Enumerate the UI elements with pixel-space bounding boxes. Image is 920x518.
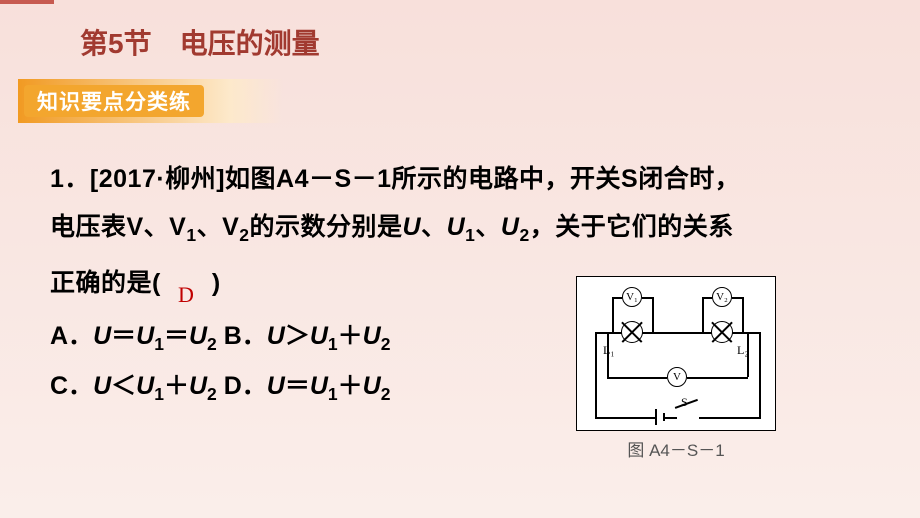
optC-U1: U <box>136 372 154 400</box>
optD-U1: U <box>310 372 328 400</box>
optC-pre: C． <box>50 372 93 400</box>
optB-U: U <box>267 322 285 350</box>
optC-plus: ＋ <box>164 372 189 400</box>
sub-2b: 2 <box>519 225 529 245</box>
lamp-L1 <box>621 321 643 343</box>
optA-pre: A． <box>50 322 93 350</box>
q3-text: 正确的是( ) <box>50 269 221 297</box>
q2-b: 、V <box>197 213 240 241</box>
q1-rest: 柳州]如图A4－S－1所示的电路中，开关S闭合时， <box>165 165 740 193</box>
question-line-2: 电压表V、V1、V2的示数分别是U、U1、U2，关于它们的关系 <box>50 203 870 259</box>
slide: 第5节 电压的测量 知识要点分类练 1．[2017·柳州]如图A4－S－1所示的… <box>0 0 920 518</box>
optB-plus: ＋ <box>338 322 363 350</box>
label-S: S <box>681 395 688 410</box>
meter-V1: V₁ <box>622 287 642 307</box>
option-c-d: C．U＜U1＋U2 D．U＝U1＋U2 <box>50 366 550 405</box>
optD-U2: U <box>363 372 381 400</box>
banner-label: 知识要点分类练 <box>24 85 204 117</box>
optC-s2: 2 <box>207 384 217 404</box>
optA-s2: 2 <box>207 334 217 354</box>
label-L1: L₁ <box>603 343 615 358</box>
optA-U2: U <box>189 322 207 350</box>
meter-V2: V₂ <box>712 287 732 307</box>
optA-eq2: ＝ <box>164 322 189 350</box>
q2-u: U <box>403 213 422 241</box>
section-heading: 第5节 电压的测量 <box>80 22 320 62</box>
q2-e: 、 <box>475 213 501 241</box>
optD-pre: D． <box>217 372 267 400</box>
optD-plus: ＋ <box>338 372 363 400</box>
optB-U1: U <box>310 322 328 350</box>
optA-U1: U <box>136 322 154 350</box>
optD-s2: 2 <box>381 384 391 404</box>
q1-year: 2017· <box>99 165 165 193</box>
optD-s1: 1 <box>328 384 338 404</box>
optD-eq: ＝ <box>285 372 310 400</box>
optB-pre: B． <box>217 322 267 350</box>
q2-d: 、 <box>421 213 447 241</box>
optC-s1: 1 <box>154 384 164 404</box>
optB-U2: U <box>363 322 381 350</box>
optC-lt: ＜ <box>111 372 136 400</box>
optC-U2: U <box>189 372 207 400</box>
option-a-b: A．U＝U1＝U2 B．U＞U1＋U2 <box>50 316 550 355</box>
q2-a: 电压表V、V <box>50 213 186 241</box>
optC-U: U <box>93 372 111 400</box>
q2-u2: U <box>501 213 520 241</box>
optD-U: U <box>267 372 285 400</box>
optB-s1: 1 <box>328 334 338 354</box>
optA-U: U <box>93 322 111 350</box>
circuit-diagram: S L₁ L₂ V₁ V₂ V <box>576 276 776 431</box>
question-line-1: 1．[2017·柳州]如图A4－S－1所示的电路中，开关S闭合时， <box>50 155 870 203</box>
q2-u1: U <box>447 213 466 241</box>
knowledge-banner: 知识要点分类练 <box>18 79 283 123</box>
top-red-bar <box>0 0 54 4</box>
lamp-L2 <box>711 321 733 343</box>
optB-gt: ＞ <box>285 322 310 350</box>
options-row-2: C．U＜U1＋U2 D．U＝U1＋U2 <box>50 366 550 405</box>
sub-2: 2 <box>239 225 249 245</box>
optA-s1: 1 <box>154 334 164 354</box>
options-row-1: A．U＝U1＝U2 B．U＞U1＋U2 <box>50 316 550 355</box>
q2-f: ，关于它们的关系 <box>530 213 734 241</box>
optB-s2: 2 <box>381 334 391 354</box>
sub-1: 1 <box>186 225 196 245</box>
optA-eq: ＝ <box>111 322 136 350</box>
circuit-caption: 图 A4－S－1 <box>576 436 776 461</box>
q2-c: 的示数分别是 <box>250 213 403 241</box>
answer-letter: D <box>178 271 194 319</box>
sub-1b: 1 <box>465 225 475 245</box>
q1-prefix: 1．[ <box>50 165 99 193</box>
meter-V: V <box>667 367 687 387</box>
